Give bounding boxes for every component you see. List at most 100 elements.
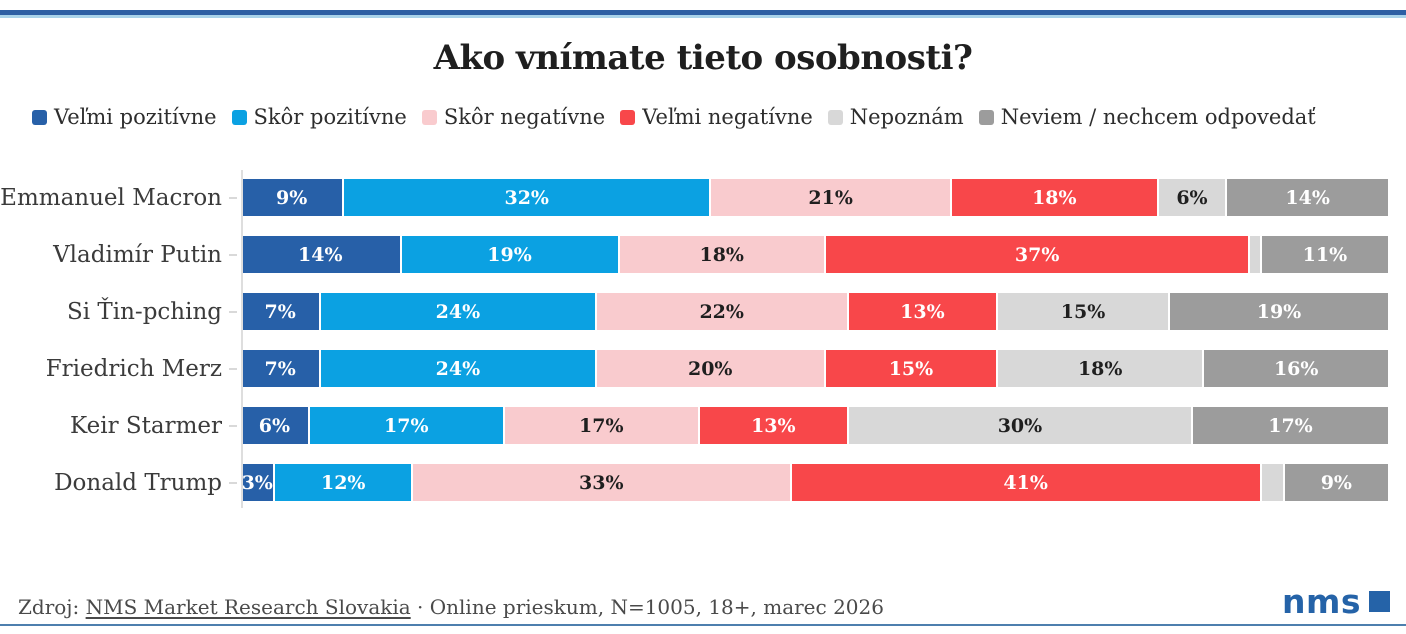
top-accent-bar [0, 10, 1406, 15]
legend-item: Veľmi pozitívne [32, 105, 217, 129]
row-label: Donald Trump [0, 470, 241, 496]
row-label: Si Ťin-pching [0, 299, 241, 325]
source-link[interactable]: NMS Market Research Slovakia [85, 595, 411, 619]
legend-label: Veľmi pozitívne [54, 105, 217, 129]
bar-row: Emmanuel Macron 9% 32% 21% 18% 6% 14% [0, 179, 1388, 216]
bar-row: Keir Starmer 6% 17% 17% 13% 30% 17% [0, 407, 1388, 444]
bar-segment: 6% [1158, 179, 1228, 216]
legend-item: Skôr pozitívne [231, 105, 407, 129]
bar-row: Friedrich Merz 7% 24% 20% 15% 18% 16% [0, 350, 1388, 387]
legend-item: Neviem / nechcem odpovedať [978, 105, 1316, 129]
nms-logo: nms [1282, 585, 1390, 618]
bar-segment: 37% [825, 236, 1251, 273]
bar-segment: 18% [952, 179, 1159, 216]
row-label-text: Keir Starmer [70, 412, 222, 439]
bar-segment: 20% [596, 350, 826, 387]
stacked-bar: 7% 24% 22% 13% 15% 19% [241, 293, 1388, 330]
bar-segment: 14% [1227, 179, 1388, 216]
row-label: Emmanuel Macron [0, 185, 241, 211]
axis-tick [229, 424, 237, 427]
row-label: Keir Starmer [0, 413, 241, 439]
bar-segment: 17% [1192, 407, 1388, 444]
bar-segment: 32% [344, 179, 712, 216]
bar-segment: 17% [309, 407, 505, 444]
bar-row: Si Ťin-pching 7% 24% 22% 13% 15% 19% [0, 293, 1388, 330]
bar-segment: 6% [241, 407, 310, 444]
axis-tick [229, 196, 237, 199]
bar-segment: 16% [1204, 350, 1388, 387]
stacked-bar: 9% 32% 21% 18% 6% 14% [241, 179, 1388, 216]
legend-swatch-icon [978, 109, 994, 125]
legend-swatch-icon [231, 109, 247, 125]
bar-segment: 15% [825, 350, 998, 387]
bar-segment: 3% [241, 464, 276, 501]
bar-segment: 14% [241, 236, 402, 273]
footer: Zdroj: NMS Market Research Slovakia · On… [0, 585, 1406, 626]
bar-segment: 13% [848, 293, 998, 330]
axis-tick [229, 481, 237, 484]
bar-segment: 24% [321, 293, 597, 330]
axis-tick [229, 310, 237, 313]
stacked-bar: 3% 12% 33% 41% 9% [241, 464, 1388, 501]
row-label-text: Si Ťin-pching [66, 298, 222, 325]
stacked-bar: 6% 17% 17% 13% 30% 17% [241, 407, 1388, 444]
stacked-bar: 14% 19% 18% 37% 11% [241, 236, 1388, 273]
row-label-text: Donald Trump [54, 469, 222, 496]
legend-label: Skôr negatívne [443, 105, 606, 129]
footer-rule [0, 624, 1406, 626]
bar-row: Donald Trump 3% 12% 33% 41% 9% [0, 464, 1388, 501]
legend-swatch-icon [32, 109, 47, 125]
bar-segment: 9% [241, 179, 345, 216]
bar-segment: 17% [504, 407, 700, 444]
bar-segment: 7% [241, 293, 322, 330]
bar-segment: 7% [241, 350, 322, 387]
bar-segment: 19% [1170, 293, 1388, 330]
legend-swatch-icon [827, 109, 843, 125]
legend-label: Skôr pozitívne [253, 105, 407, 129]
bar-segment: 19% [401, 236, 620, 273]
axis-tick [229, 367, 237, 370]
bar-segment: 13% [699, 407, 849, 444]
bar-row: Vladimír Putin 14% 19% 18% 37% 11% [0, 236, 1388, 273]
bar-segment [1261, 464, 1285, 501]
y-axis-line [241, 170, 243, 508]
legend-label: Nepoznám [849, 105, 964, 129]
row-label-text: Vladimír Putin [53, 241, 222, 268]
row-label: Vladimír Putin [0, 242, 241, 268]
bar-segment: 18% [997, 350, 1205, 387]
page-title: Ako vnímate tieto osobnosti? [433, 38, 973, 78]
bar-segment: 15% [997, 293, 1171, 330]
axis-tick [229, 253, 237, 256]
bar-segment: 12% [275, 464, 414, 501]
legend-item: Veľmi negatívne [620, 105, 813, 129]
legend-item: Skôr negatívne [421, 105, 606, 129]
top-accent-line [0, 15, 1406, 18]
chart-rows: Emmanuel Macron 9% 32% 21% 18% 6% 14% Vladimír … [0, 179, 1388, 501]
bar-segment: 21% [711, 179, 953, 216]
bar-segment: 33% [413, 464, 792, 501]
legend-swatch-icon [620, 109, 636, 125]
legend-item: Nepoznám [827, 105, 964, 129]
row-label-text: Emmanuel Macron [0, 184, 222, 211]
bar-segment: 11% [1261, 236, 1388, 273]
legend: Veľmi pozitívne Skôr pozitívne Skôr negatí… [32, 105, 1390, 129]
row-label: Friedrich Merz [0, 356, 241, 382]
bar-segment: 30% [848, 407, 1193, 444]
bar-segment: 24% [321, 350, 597, 387]
source-prefix: Zdroj: [18, 595, 86, 619]
bar-segment: 41% [791, 464, 1262, 501]
source-note: Zdroj: NMS Market Research Slovakia · On… [0, 595, 1406, 619]
legend-label: Veľmi negatívne [642, 105, 813, 129]
source-rest: · Online prieskum, N=1005, 18+, marec 20… [410, 595, 884, 619]
nms-logo-text: nms [1281, 582, 1361, 621]
bar-segment: 22% [596, 293, 849, 330]
bar-segment [1250, 236, 1262, 273]
stacked-bar-chart: Emmanuel Macron 9% 32% 21% 18% 6% 14% Vladimír … [0, 170, 1388, 508]
bar-segment: 9% [1284, 464, 1388, 501]
logo-square-icon [1369, 591, 1390, 612]
legend-label: Neviem / nechcem odpovedať [1000, 105, 1316, 129]
bar-segment: 18% [619, 236, 826, 273]
stacked-bar: 7% 24% 20% 15% 18% 16% [241, 350, 1388, 387]
legend-swatch-icon [421, 109, 437, 125]
row-label-text: Friedrich Merz [45, 355, 222, 382]
